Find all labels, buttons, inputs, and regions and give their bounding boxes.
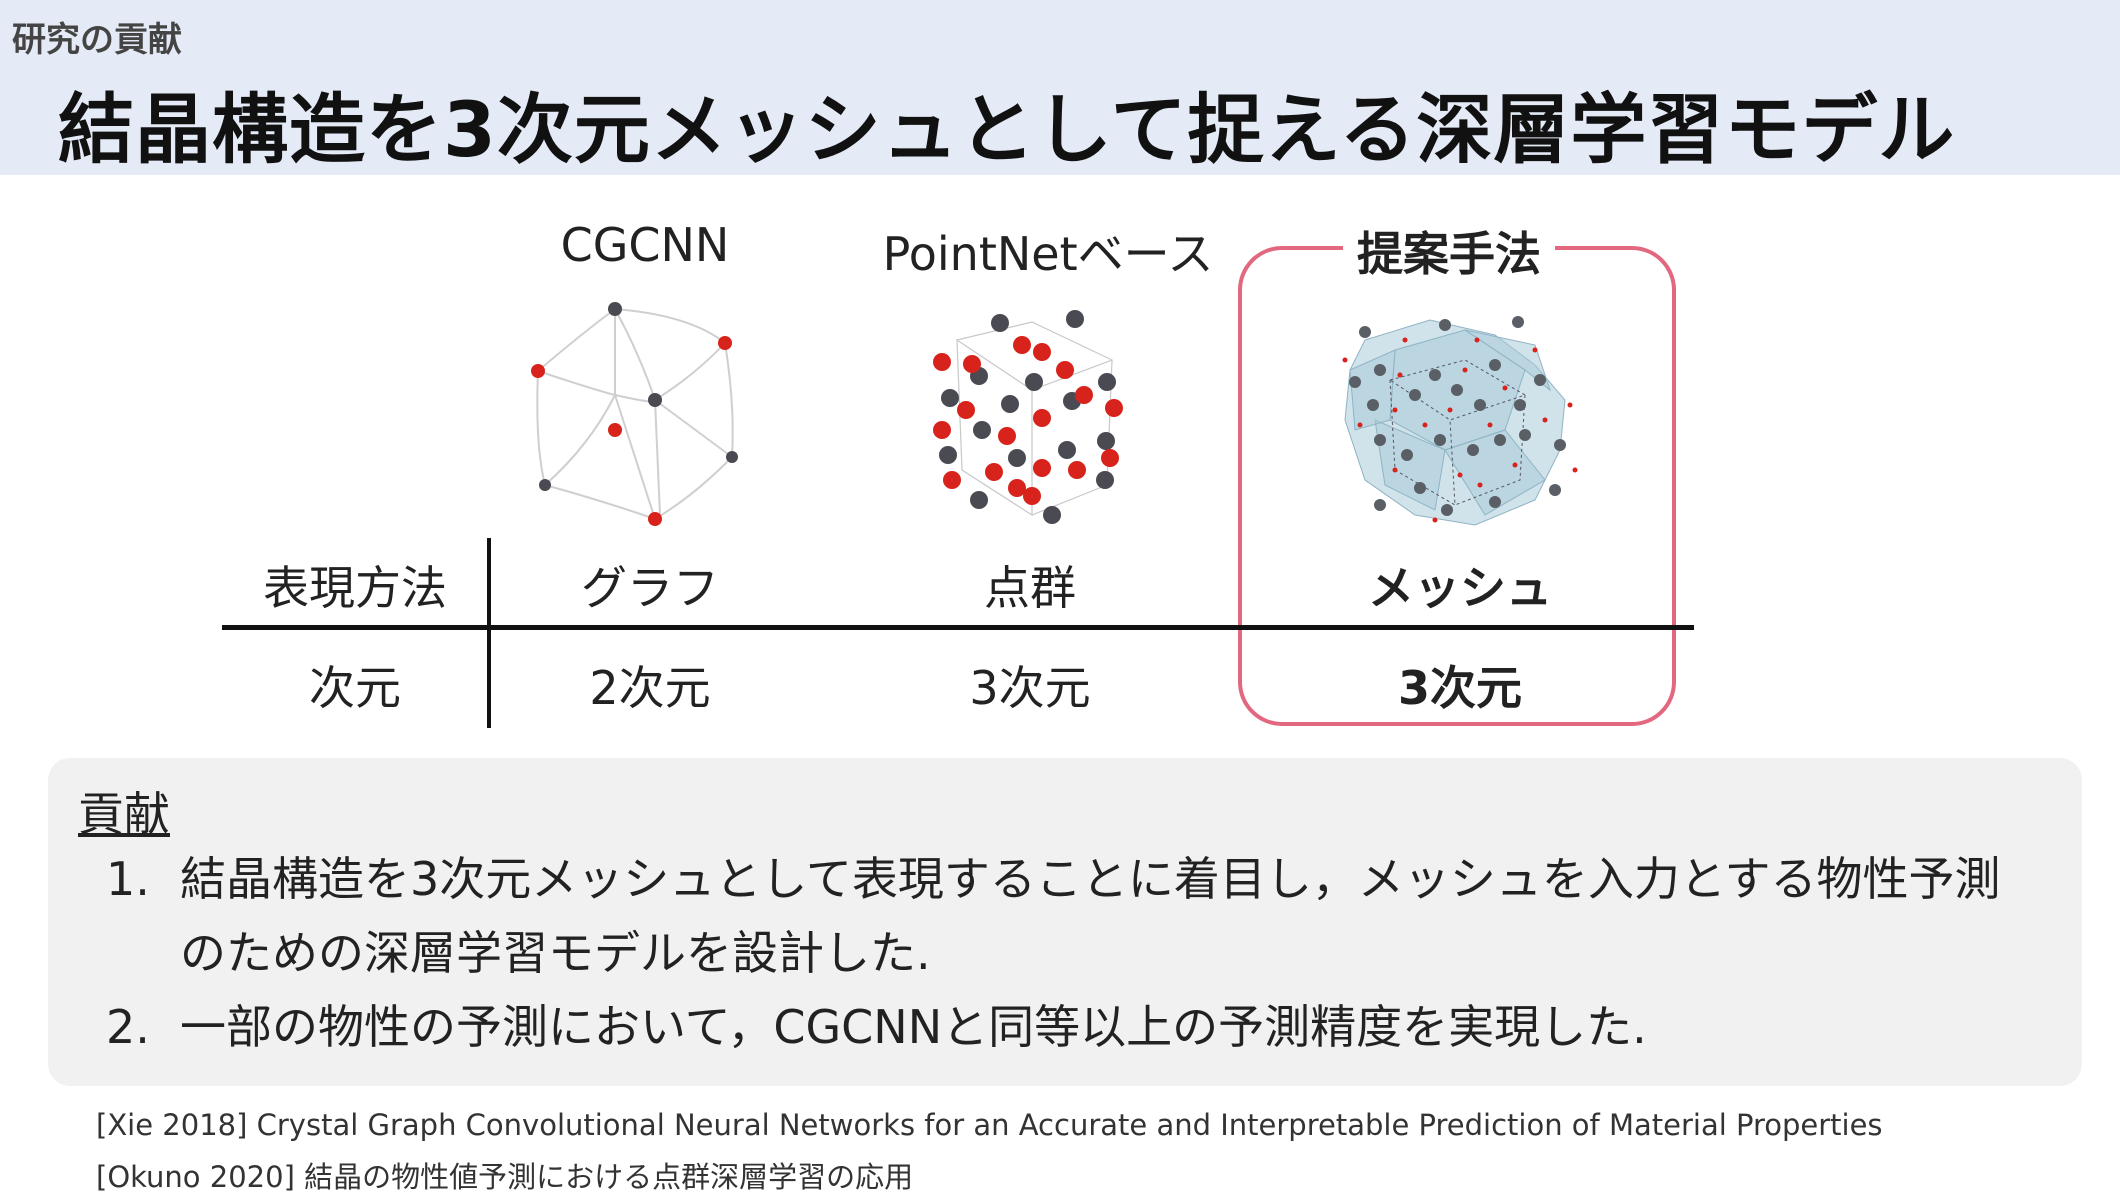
contribution-item-2-line1: 一部の物性の予測において，CGCNNと同等以上の予測精度を実現した.	[180, 1000, 1647, 1054]
table-row1-cgcnn: グラフ	[581, 561, 719, 615]
graph-node-gray	[726, 451, 738, 463]
mesh-atom-red-group	[1342, 337, 1578, 523]
atom-red-group	[933, 336, 1123, 505]
contribution-box	[48, 758, 2082, 1086]
table-row1-label: 表現方法	[263, 561, 447, 615]
table-row1-pointnet: 点群	[984, 561, 1076, 615]
header-band	[0, 0, 2120, 175]
contribution-number-2: 2.	[106, 1000, 150, 1054]
graph-node-gray	[648, 393, 662, 407]
contribution-number-1: 1.	[106, 852, 150, 906]
section-label: 研究の貢献	[12, 20, 182, 60]
graph-node-gray	[539, 479, 551, 491]
graph-node-gray	[608, 302, 622, 316]
graph-node-red	[531, 364, 545, 378]
slide-title: 結晶構造を3次元メッシュとして捉える深層学習モデル	[58, 85, 1956, 174]
atom-gray-group	[939, 310, 1116, 524]
graph-illustration	[531, 302, 738, 526]
heading-proposed: 提案手法	[1343, 218, 1555, 284]
table-vertical-rule	[487, 538, 491, 728]
contribution-item-1-line1: 結晶構造を3次元メッシュとして表現することに着目し，メッシュを入力とする物性予測	[180, 852, 2001, 906]
table-row2-cgcnn: 2次元	[589, 661, 711, 715]
contribution-item-1-line2: のための深層学習モデルを設計した.	[180, 926, 931, 980]
heading-pointnet: PointNetベース	[882, 227, 1214, 281]
heading-cgcnn: CGCNN	[560, 218, 730, 272]
graph-node-red	[718, 336, 732, 350]
table-row2-pointnet: 3次元	[969, 661, 1091, 715]
table-row2-label: 次元	[309, 661, 401, 715]
table-horizontal-rule	[222, 625, 1694, 630]
reference-okuno: [Okuno 2020] 結晶の物性値予測における点群深層学習の応用	[96, 1160, 914, 1194]
reference-xie: [Xie 2018] Crystal Graph Convolutional N…	[96, 1108, 1883, 1142]
table-row1-proposed: メッシュ	[1368, 561, 1552, 615]
table-row2-proposed: 3次元	[1397, 661, 1522, 715]
pointcloud-illustration	[933, 310, 1123, 524]
mesh-atom-gray-group	[1349, 316, 1566, 516]
graph-node-red	[608, 423, 622, 437]
contribution-heading: 貢献	[78, 787, 170, 841]
graph-node-red	[648, 512, 662, 526]
mesh-illustration	[1342, 316, 1578, 526]
